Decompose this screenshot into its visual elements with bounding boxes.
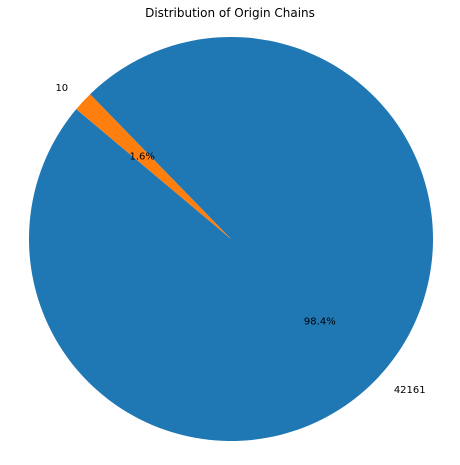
- percent-label-42161: 98.4%: [304, 316, 336, 327]
- percent-label-10: 1.6%: [129, 152, 154, 163]
- slice-label-42161: 42161: [394, 385, 426, 396]
- pie-slice-42161: [29, 37, 434, 441]
- pie-labels: 98.4% 42161 1.6% 10: [55, 83, 425, 396]
- chart-title: Distribution of Origin Chains: [145, 6, 315, 20]
- pie-slices: [29, 37, 434, 441]
- slice-label-10: 10: [55, 83, 68, 94]
- pie-slice-10: [76, 94, 231, 239]
